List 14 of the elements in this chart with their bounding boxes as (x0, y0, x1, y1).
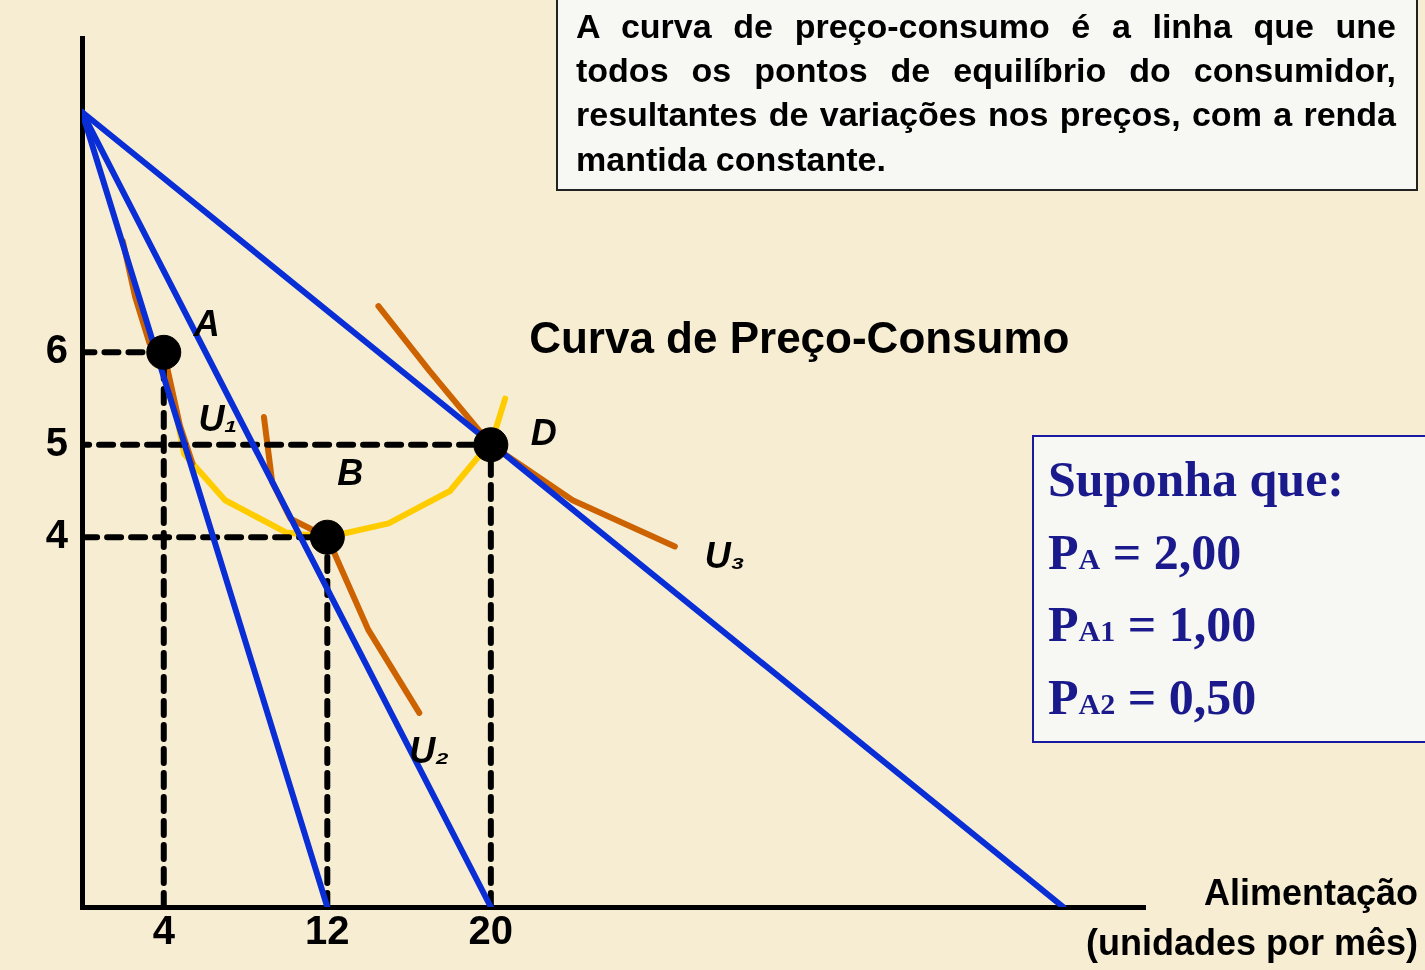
x-axis-title: Alimentação (unidades por mês) (1085, 871, 1418, 963)
annotation: B (337, 452, 364, 494)
annotation: Curva de Preço-Consumo (529, 312, 1070, 362)
y-tick-label: 5 (45, 419, 68, 464)
annotation: A (192, 303, 220, 345)
x-tick-label: 4 (152, 908, 176, 953)
annotation: U₂ (409, 729, 450, 771)
y-tick-label: 6 (45, 327, 68, 372)
annotation: U₃ (704, 535, 745, 577)
x-tick-label: 20 (468, 908, 514, 953)
x-tick-label: 12 (305, 908, 350, 953)
y-tick-label: 4 (45, 512, 69, 557)
annotation: D (530, 411, 557, 453)
annotation: U₁ (198, 398, 238, 440)
